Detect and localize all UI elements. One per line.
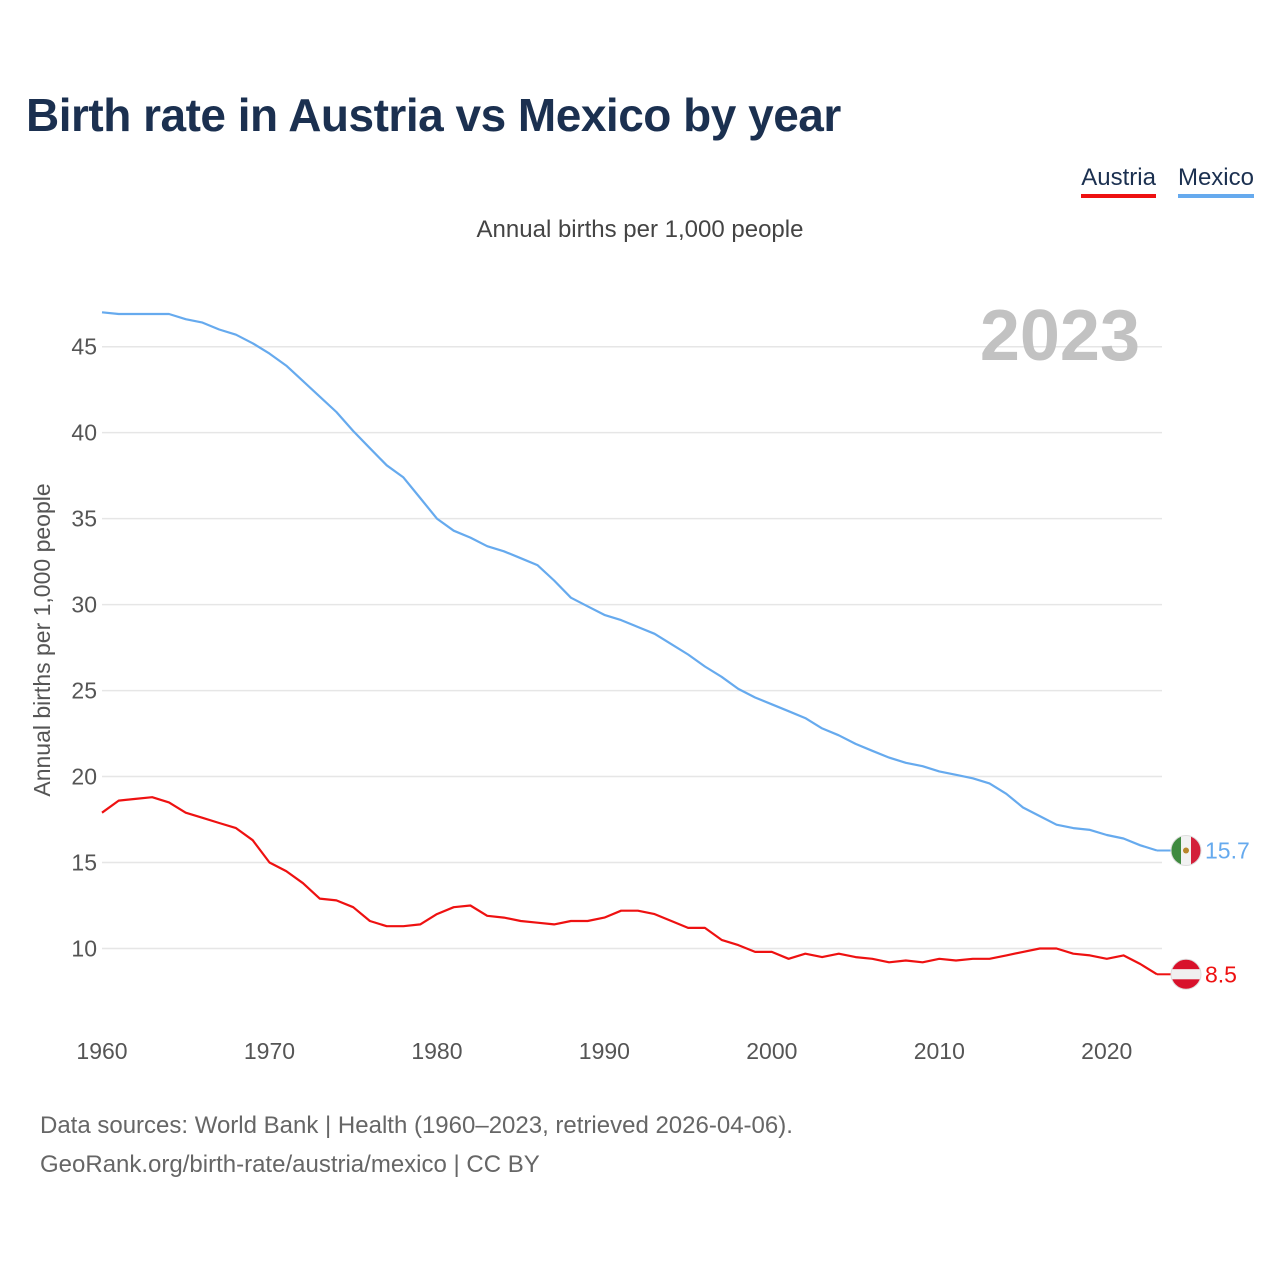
- y-tick-label-15: 15: [71, 850, 97, 876]
- x-tick-label-1970: 1970: [244, 1038, 295, 1064]
- end-value-label-austria: 8.5: [1205, 961, 1237, 987]
- grid-lines: [102, 345, 1162, 950]
- end-markers: 8.5 15.7: [1157, 834, 1250, 990]
- y-axis-label: Annual births per 1,000 people: [29, 483, 55, 796]
- legend-item-mexico[interactable]: Mexico: [1177, 164, 1254, 198]
- y-tick-label-40: 40: [71, 420, 97, 446]
- flag-stripe-bottom: [1171, 979, 1201, 990]
- y-tick-label-20: 20: [71, 764, 97, 790]
- legend-item-austria[interactable]: Austria: [1081, 164, 1156, 198]
- flag-ring-austria: [1170, 958, 1202, 990]
- series-lines: [101, 311, 1158, 976]
- flag-ring-mexico: [1170, 834, 1202, 866]
- year-watermark: 2023: [980, 296, 1140, 376]
- flag-stripe-left: [1171, 835, 1181, 866]
- y-tick-label-30: 30: [71, 592, 97, 618]
- flag-stripe-middle: [1171, 969, 1201, 980]
- flag-emblem: [1183, 847, 1189, 854]
- x-tick-label-2010: 2010: [914, 1038, 965, 1064]
- end-value-label-mexico: 15.7: [1205, 837, 1250, 863]
- flag-body-mexico: [1171, 835, 1201, 866]
- source-line: Data sources: World Bank | Health (1960–…: [40, 1112, 793, 1139]
- flag-austria-icon: [1170, 958, 1202, 990]
- flag-body-austria: [1171, 959, 1201, 990]
- chart-subtitle: Annual births per 1,000 people: [476, 216, 804, 243]
- x-tick-label-2000: 2000: [746, 1038, 797, 1064]
- source-note: Data sources: World Bank | Health (1960–…: [40, 1106, 793, 1184]
- x-tick-label-1980: 1980: [411, 1038, 462, 1064]
- flag-stripe-top: [1171, 959, 1201, 970]
- y-tick-label-10: 10: [71, 936, 97, 962]
- x-tick-label-1990: 1990: [579, 1038, 630, 1064]
- x-tick-label-1960: 1960: [76, 1038, 127, 1064]
- page-title: Birth rate in Austria vs Mexico by year: [26, 89, 841, 141]
- x-axis-ticks: 1960 1970 1980 1990 2000 2010 2020: [76, 1038, 1132, 1064]
- x-tick-label-2020: 2020: [1081, 1038, 1132, 1064]
- y-axis-ticks: 10 15 20 25 30 35 40 45: [71, 334, 97, 962]
- legend: Austria Mexico: [1081, 164, 1254, 198]
- series-line-mexico: [101, 311, 1158, 852]
- y-tick-label-45: 45: [71, 334, 97, 360]
- y-tick-label-25: 25: [71, 678, 97, 704]
- flag-stripe-right: [1191, 835, 1201, 866]
- source-url[interactable]: GeoRank.org/birth-rate/austria/mexico | …: [40, 1151, 540, 1178]
- flag-mexico-icon: [1170, 834, 1202, 866]
- y-tick-label-35: 35: [71, 506, 97, 532]
- series-line-austria: [101, 796, 1158, 976]
